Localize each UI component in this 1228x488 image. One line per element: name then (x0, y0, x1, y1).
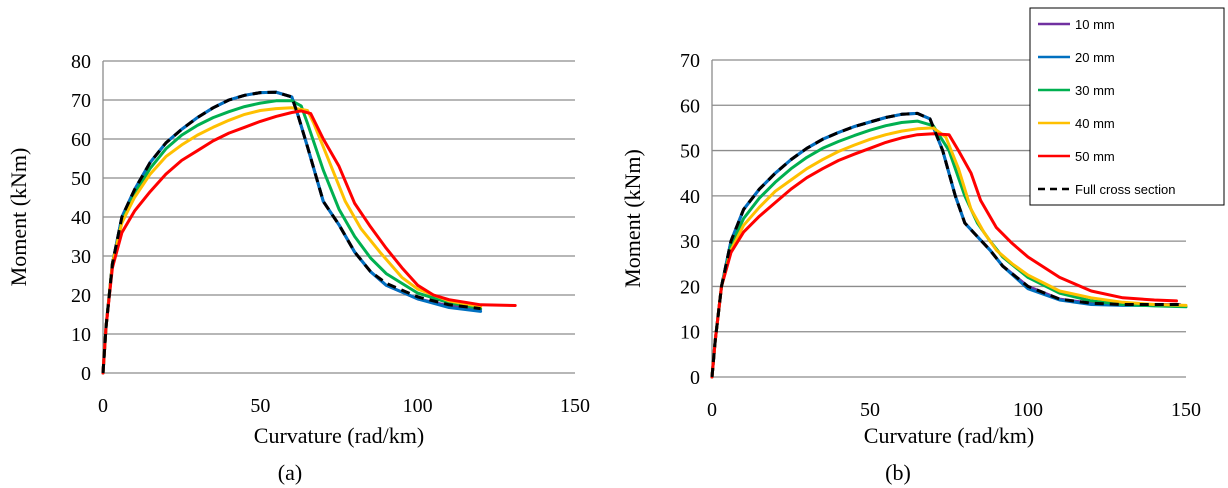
legend-label: 30 mm (1075, 83, 1115, 98)
series-line-20-mm (101, 90, 483, 375)
series-line-30-mm (710, 119, 1188, 379)
legend-label: Full cross section (1075, 182, 1175, 197)
x-tick-label: 0 (98, 395, 108, 417)
y-tick-label: 20 (71, 285, 91, 307)
y-tick-label: 60 (71, 129, 91, 151)
series-line-10-mm (101, 90, 483, 375)
panel-label: (b) (885, 460, 911, 485)
y-tick-label: 30 (71, 246, 91, 268)
series-line-40-mm (101, 106, 483, 375)
x-axis-title: Curvature (rad/km) (254, 423, 424, 448)
y-tick-label: 60 (680, 95, 700, 117)
y-tick-label: 40 (71, 207, 91, 229)
y-tick-label: 20 (680, 276, 700, 298)
chart-panel-a: 0 10 20 30 40 50 60 70 80 0 50 100 150 Curvature (rad… (6, 51, 590, 485)
legend-box (1029, 7, 1225, 206)
series-line-full-cross-section (101, 90, 481, 374)
legend-label: 40 mm (1075, 116, 1115, 131)
series-line-50-mm (710, 132, 1178, 379)
legend-label: 50 mm (1075, 149, 1115, 164)
series-line-40-mm (710, 126, 1188, 379)
x-tick-label: 150 (1171, 399, 1201, 421)
legend-label: 20 mm (1075, 50, 1115, 65)
x-tick-label: 150 (560, 395, 590, 417)
y-tick-label: 70 (71, 90, 91, 112)
panel-label: (a) (278, 460, 302, 485)
legend: 10 mm 20 mm 30 mm 40 mm 50 mm Full cross sect… (1029, 7, 1225, 206)
chart-panel-b: 0 10 20 30 40 50 60 70 0 50 100 150 Curvature (rad/k… (620, 50, 1201, 485)
y-tick-label: 40 (680, 186, 700, 208)
y-tick-label: 80 (71, 51, 91, 73)
y-tick-label: 50 (680, 141, 700, 163)
series-line-full-cross-section (710, 111, 1180, 378)
x-tick-label: 50 (250, 395, 270, 417)
series-line-50-mm (101, 109, 517, 375)
y-tick-label: 0 (81, 363, 91, 385)
x-tick-label: 0 (707, 399, 717, 421)
y-tick-label: 50 (71, 168, 91, 190)
y-axis-title: Moment (kNm) (620, 149, 645, 288)
y-tick-label: 10 (680, 322, 700, 344)
y-tick-label: 10 (71, 324, 91, 346)
y-tick-label: 70 (680, 50, 700, 72)
x-tick-label: 50 (860, 399, 880, 421)
y-tick-label: 30 (680, 231, 700, 253)
x-tick-label: 100 (403, 395, 433, 417)
x-axis-title: Curvature (rad/km) (864, 423, 1034, 448)
series-line-30-mm (101, 99, 483, 375)
y-tick-label: 0 (690, 367, 700, 389)
legend-label: 10 mm (1075, 17, 1115, 32)
x-tick-label: 100 (1013, 399, 1043, 421)
y-axis-title: Moment (kNm) (6, 148, 31, 287)
